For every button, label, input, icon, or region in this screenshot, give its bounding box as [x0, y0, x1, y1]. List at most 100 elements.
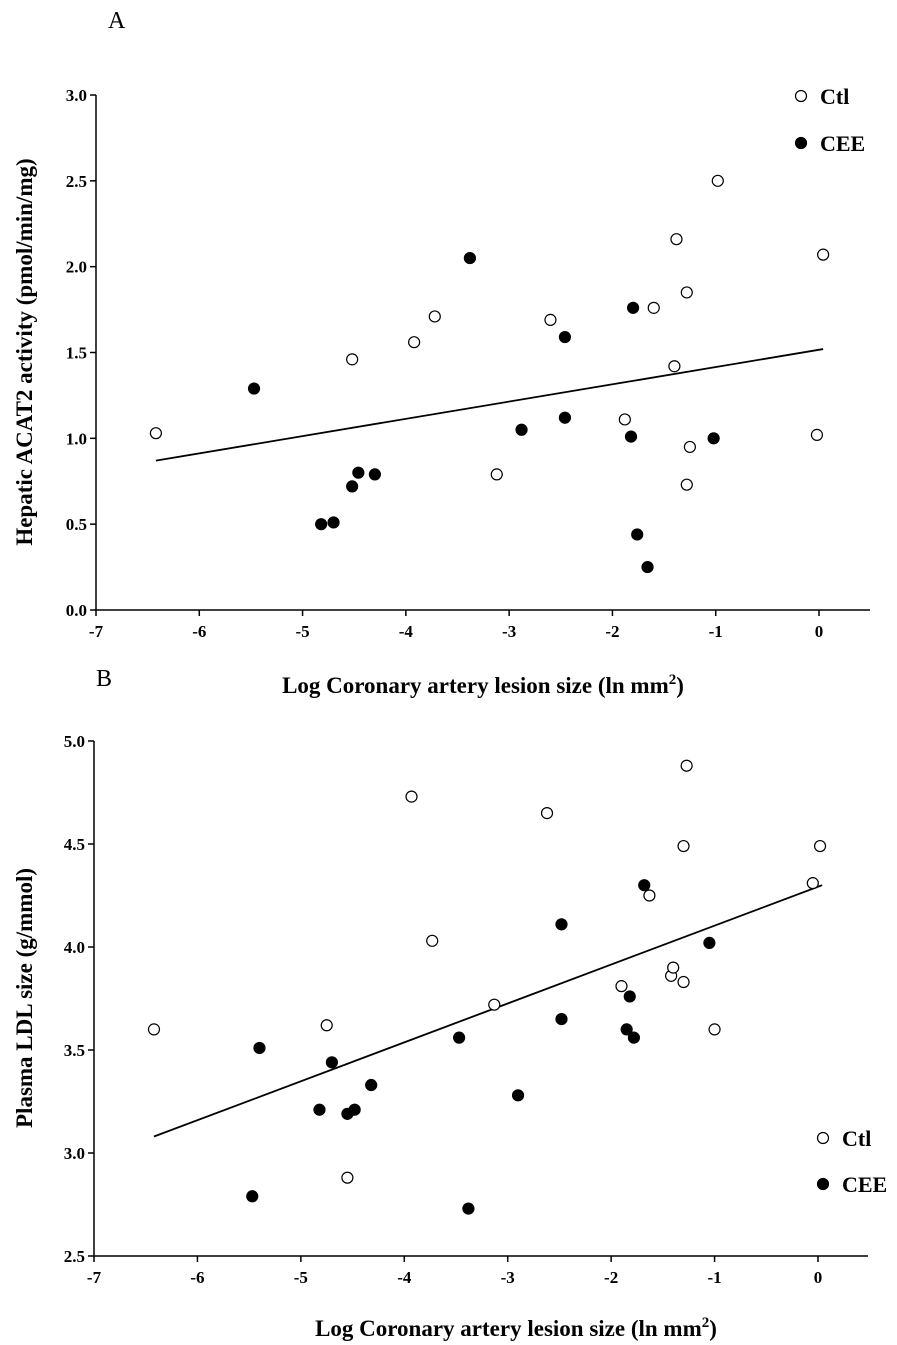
data-point-ctl — [346, 353, 359, 366]
data-point-ctl — [817, 248, 830, 261]
x-tick-label: 0 — [815, 622, 824, 641]
data-point-ctl — [813, 839, 827, 853]
y-tick-label: 4.0 — [64, 938, 85, 957]
data-point-ctl — [708, 1023, 721, 1036]
legend-marker — [794, 136, 808, 150]
data-point-cee — [368, 468, 381, 481]
data-point-cee — [346, 480, 359, 493]
x-tick-label: -1 — [709, 622, 723, 641]
data-point-ctl — [341, 1171, 354, 1184]
y-tick-label: 1.0 — [66, 429, 87, 448]
data-point-ctl — [806, 877, 819, 890]
x-axis-title-text: Log Coronary artery lesion size (ln mm — [282, 673, 669, 698]
x-axis-title-superscript: 2 — [702, 1315, 710, 1331]
data-point-ctl — [149, 427, 163, 440]
data-point-cee — [453, 1031, 466, 1044]
data-point-ctl — [540, 806, 554, 820]
data-point-ctl — [408, 336, 421, 349]
data-point-cee — [325, 1056, 338, 1069]
data-point-cee — [631, 528, 644, 541]
data-point-cee — [624, 430, 638, 443]
y-tick-label: 3.0 — [66, 86, 87, 105]
data-point-cee — [555, 1012, 568, 1026]
x-tick-label: -5 — [295, 622, 309, 641]
data-point-ctl — [677, 839, 690, 853]
data-point-cee — [352, 466, 365, 479]
x-axis-title-superscript: 2 — [669, 672, 677, 688]
data-point-cee — [558, 330, 572, 344]
data-point-cee — [348, 1103, 361, 1116]
x-tick-label: -2 — [605, 622, 619, 641]
panel-b: B -7 -6 -5 -4 -3 -2 -1 0 2.5 3.0 3.5 4.0 4.5 5.0 Ctl CE… — [12, 666, 887, 1341]
data-point-cee — [638, 879, 651, 892]
y-tick-label: 3.5 — [64, 1041, 85, 1060]
x-tick-label: 0 — [814, 1268, 823, 1287]
x-tick-label: -3 — [501, 1268, 515, 1287]
legend-label: Ctl — [820, 84, 849, 109]
y-tick-label: 2.0 — [66, 258, 87, 277]
data-point-ctl — [670, 233, 683, 246]
data-point-cee — [555, 918, 568, 931]
data-point-cee — [253, 1041, 266, 1055]
data-point-ctl — [647, 301, 660, 314]
data-point-ctl — [683, 440, 696, 454]
panel-letter: B — [96, 666, 112, 692]
data-point-cee — [315, 518, 328, 531]
data-point-cee — [623, 990, 636, 1003]
data-point-cee — [703, 936, 716, 949]
data-point-cee — [247, 382, 261, 395]
x-tick-label: -5 — [294, 1268, 308, 1287]
x-tick-label: -4 — [397, 1268, 412, 1287]
data-point-ctl — [405, 790, 418, 803]
data-point-ctl — [668, 360, 681, 373]
data-point-ctl — [680, 759, 693, 772]
data-point-ctl — [618, 413, 631, 426]
x-tick-label: -1 — [707, 1268, 721, 1287]
data-point-cee — [365, 1078, 378, 1092]
data-point-ctl — [426, 934, 439, 947]
data-point-cee — [462, 1202, 475, 1215]
data-point-ctl — [677, 975, 690, 989]
data-point-ctl — [428, 310, 441, 323]
data-point-cee — [641, 560, 654, 574]
data-point-cee — [327, 516, 340, 529]
data-point-cee — [707, 432, 720, 445]
x-tick-label: -3 — [502, 622, 516, 641]
data-point-cee — [511, 1089, 525, 1102]
regression-line — [153, 884, 823, 1138]
y-axis-title: Plasma LDL size (g/mmol) — [12, 868, 37, 1128]
data-point-ctl — [810, 428, 824, 441]
panel-a: A -7 -6 -5 -4 -3 -2 -1 0 0.0 0.5 1.0 1.5 2.0 2.5 3.0 Ct… — [12, 8, 870, 698]
data-point-cee — [246, 1190, 259, 1203]
y-tick-label: 2.5 — [64, 1247, 85, 1266]
y-tick-label: 0.0 — [66, 601, 87, 620]
y-tick-label: 0.5 — [66, 515, 87, 534]
data-point-ctl — [711, 174, 724, 187]
legend-marker — [794, 89, 808, 103]
legend-marker — [816, 1131, 830, 1145]
x-tick-label: -7 — [89, 622, 104, 641]
y-tick-label: 3.0 — [64, 1144, 85, 1163]
data-point-ctl — [643, 889, 656, 902]
y-axis-title: Hepatic ACAT2 activity (pmol/min/mg) — [12, 158, 37, 545]
legend-label: CEE — [820, 131, 865, 156]
x-tick-label: -2 — [604, 1268, 618, 1287]
data-point-ctl — [680, 286, 693, 299]
data-point-cee — [313, 1103, 326, 1116]
data-point-ctl — [615, 980, 628, 993]
data-point-cee — [627, 1031, 640, 1044]
x-axis-title-close: ) — [709, 1316, 717, 1341]
y-tick-label: 4.5 — [64, 835, 85, 854]
x-tick-label: -7 — [87, 1268, 102, 1287]
x-tick-label: -4 — [399, 622, 414, 641]
x-axis-title: Log Coronary artery lesion size (ln mm2) — [282, 672, 684, 698]
data-point-ctl — [147, 1023, 161, 1036]
x-tick-label: -6 — [192, 622, 206, 641]
data-point-ctl — [680, 478, 693, 491]
data-point-cee — [515, 423, 528, 436]
x-axis-title: Log Coronary artery lesion size (ln mm2) — [315, 1315, 717, 1341]
legend-label: CEE — [842, 1172, 887, 1197]
regression-line — [155, 348, 824, 462]
x-axis-title-text: Log Coronary artery lesion size (ln mm — [315, 1316, 702, 1341]
